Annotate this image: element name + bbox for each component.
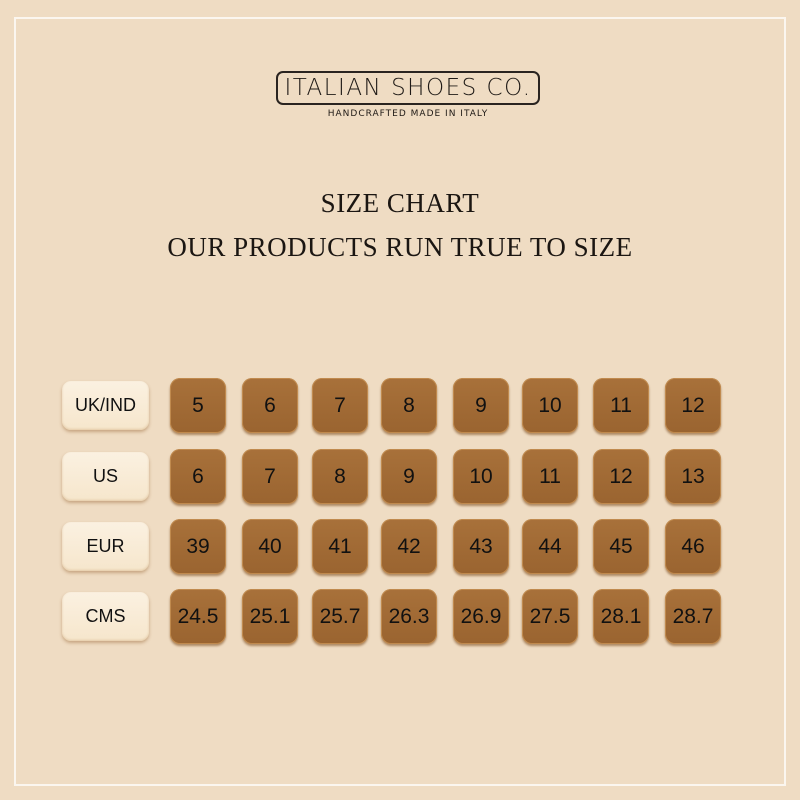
size-cell: 11 xyxy=(593,378,649,433)
size-cell: 6 xyxy=(242,378,298,433)
size-cell: 25.1 xyxy=(242,589,298,644)
size-cell: 13 xyxy=(665,449,721,504)
size-cell: 25.7 xyxy=(312,589,368,644)
size-cell: 24.5 xyxy=(170,589,226,644)
size-cell: 6 xyxy=(170,449,226,504)
row-label: CMS xyxy=(62,592,149,641)
size-cell: 5 xyxy=(170,378,226,433)
page-title: SIZE CHART xyxy=(320,188,480,218)
size-cell: 28.1 xyxy=(593,589,649,644)
size-cell: 8 xyxy=(381,378,437,433)
size-cell: 9 xyxy=(453,378,509,433)
size-cell: 7 xyxy=(242,449,298,504)
size-cell: 43 xyxy=(453,519,509,574)
page-subtitle: OUR PRODUCTS RUN TRUE TO SIZE xyxy=(167,232,633,262)
size-cell: 9 xyxy=(381,449,437,504)
size-cell: 28.7 xyxy=(665,589,721,644)
size-cell: 40 xyxy=(242,519,298,574)
row-label: EUR xyxy=(62,522,149,571)
size-cell: 10 xyxy=(453,449,509,504)
row-label: US xyxy=(62,452,149,501)
brand-tagline: HANDCRAFTED MADE IN ITALY xyxy=(327,109,489,119)
size-cell: 11 xyxy=(522,449,578,504)
size-cell: 45 xyxy=(593,519,649,574)
size-cell: 26.3 xyxy=(381,589,437,644)
size-cell: 44 xyxy=(522,519,578,574)
size-cell: 46 xyxy=(665,519,721,574)
brand-logo: ITALIAN SHOES CO. xyxy=(276,71,540,105)
size-cell: 12 xyxy=(593,449,649,504)
page-border xyxy=(14,17,786,786)
size-cell: 39 xyxy=(170,519,226,574)
size-cell: 41 xyxy=(312,519,368,574)
size-cell: 10 xyxy=(522,378,578,433)
row-label: UK/IND xyxy=(62,381,149,430)
size-cell: 7 xyxy=(312,378,368,433)
size-cell: 26.9 xyxy=(453,589,509,644)
size-cell: 27.5 xyxy=(522,589,578,644)
size-cell: 42 xyxy=(381,519,437,574)
size-cell: 8 xyxy=(312,449,368,504)
size-cell: 12 xyxy=(665,378,721,433)
